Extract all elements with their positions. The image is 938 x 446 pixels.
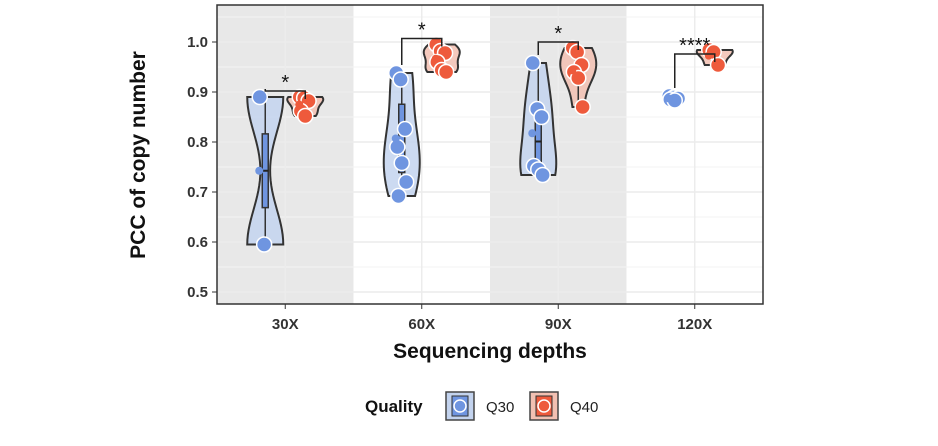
data-point-q30 xyxy=(397,173,415,191)
data-point-q40 xyxy=(437,63,455,81)
legend-label-q40: Q40 xyxy=(570,399,598,416)
data-point-q40 xyxy=(709,56,727,74)
significance-bracket xyxy=(264,89,306,99)
data-point-q30 xyxy=(251,88,268,106)
y-tick-label: 0.9 xyxy=(187,84,208,101)
x-tick-label: 90X xyxy=(545,316,572,333)
y-tick-label: 0.7 xyxy=(187,184,208,201)
mean-point xyxy=(431,54,440,63)
y-tick-label: 1.0 xyxy=(187,34,208,51)
significance-label: * xyxy=(281,72,289,94)
y-axis-title: PCC of copy number xyxy=(127,51,150,259)
significance-label: * xyxy=(418,20,426,42)
data-point-q40 xyxy=(297,107,314,125)
legend-key-q40 xyxy=(529,391,559,421)
significance-bracket xyxy=(674,53,716,88)
y-tick-label: 0.6 xyxy=(187,234,208,251)
data-point-q30 xyxy=(533,108,550,126)
significance-label: **** xyxy=(679,35,710,57)
data-point-q40 xyxy=(574,98,591,116)
mean-point xyxy=(568,66,577,75)
data-point-q30 xyxy=(390,187,407,205)
data-point-q30 xyxy=(393,154,410,172)
data-point-q30 xyxy=(524,54,541,72)
data-point-q30 xyxy=(255,236,273,253)
significance-bracket xyxy=(537,41,579,55)
mean-point xyxy=(528,129,537,138)
significance-label: * xyxy=(554,23,562,45)
legend-title: Quality xyxy=(365,397,423,416)
x-axis-title: Sequencing depths xyxy=(393,340,587,363)
data-point-q30 xyxy=(396,120,414,138)
legend-label-q30: Q30 xyxy=(486,399,514,416)
data-point-q40 xyxy=(570,69,587,87)
x-tick-label: 120X xyxy=(677,316,712,333)
mean-point xyxy=(391,134,400,143)
mean-point xyxy=(255,166,264,175)
plot-border xyxy=(216,4,764,305)
significance-bracket xyxy=(401,37,443,65)
x-tick-label: 60X xyxy=(408,316,435,333)
data-point-q30 xyxy=(392,71,409,88)
data-point-q30 xyxy=(534,166,551,184)
mean-point xyxy=(295,100,304,109)
legend: Quality Q30 Q40 xyxy=(365,391,598,421)
y-tick-label: 0.5 xyxy=(187,284,208,301)
y-tick-label: 0.8 xyxy=(187,134,208,151)
mean-point xyxy=(664,94,673,103)
legend-key-q30 xyxy=(445,391,475,421)
x-tick-label: 30X xyxy=(272,316,299,333)
